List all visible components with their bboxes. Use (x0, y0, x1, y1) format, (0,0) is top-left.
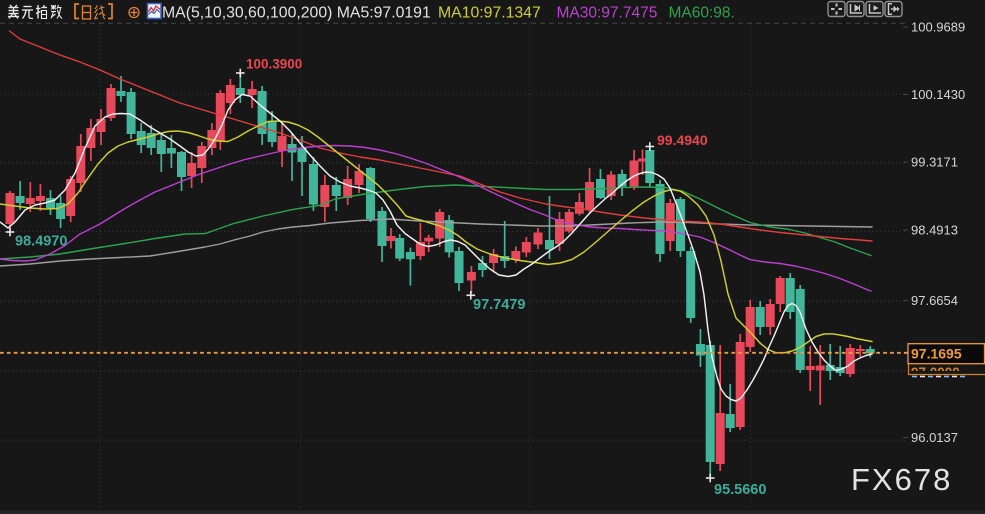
svg-text:MA30:97.7475: MA30:97.7475 (557, 5, 658, 22)
svg-text:100.3900: 100.3900 (246, 57, 302, 72)
svg-text:FX678: FX678 (851, 462, 952, 497)
svg-text:98.4970: 98.4970 (15, 234, 67, 250)
svg-text:100.1430: 100.1430 (911, 87, 965, 102)
svg-text:100.9689: 100.9689 (911, 20, 965, 35)
svg-text:96.0137: 96.0137 (911, 430, 958, 445)
svg-text:97.7479: 97.7479 (473, 297, 525, 313)
svg-text:MA(5,10,30,60,100,200) MA5:97.: MA(5,10,30,60,100,200) MA5:97.0191 (162, 5, 431, 22)
svg-text:97.0000: 97.0000 (911, 365, 960, 380)
svg-text:98.4913: 98.4913 (911, 223, 958, 238)
svg-text:MA10:97.1347: MA10:97.1347 (438, 5, 541, 22)
svg-text:MA60:98.: MA60:98. (669, 5, 735, 22)
svg-text:95.5660: 95.5660 (714, 482, 766, 498)
svg-text:99.4940: 99.4940 (657, 132, 708, 148)
svg-text:99.3171: 99.3171 (911, 155, 958, 170)
svg-text:97.6654: 97.6654 (911, 293, 958, 308)
svg-text:97.1695: 97.1695 (911, 346, 962, 362)
